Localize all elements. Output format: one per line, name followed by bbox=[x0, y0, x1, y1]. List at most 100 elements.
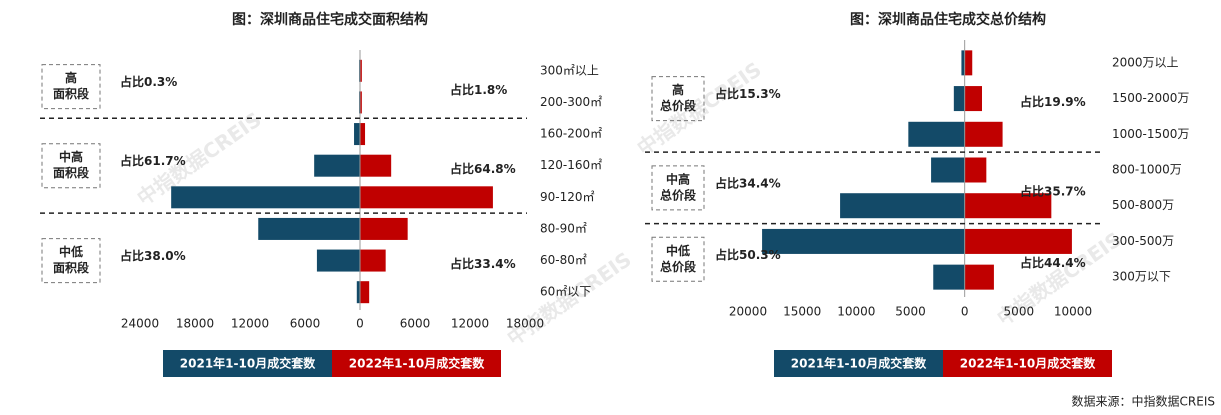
bar bbox=[762, 228, 965, 254]
bar bbox=[360, 154, 392, 177]
bar bbox=[964, 157, 987, 183]
chart-title: 图：深圳商品住宅成交总价结构 bbox=[850, 11, 1046, 28]
group-label: 面积段 bbox=[53, 165, 90, 180]
category-label: 300万以下 bbox=[1112, 270, 1171, 284]
x-tick-label: 6000 bbox=[290, 317, 321, 331]
group-label: 总价段 bbox=[660, 98, 697, 113]
share-label: 占比34.4% bbox=[715, 175, 781, 190]
group-label: 中低 bbox=[666, 243, 690, 258]
bar bbox=[964, 86, 982, 112]
category-label: 300-500万 bbox=[1112, 234, 1174, 248]
category-label: 800-1000万 bbox=[1112, 163, 1182, 177]
x-tick-label: 18000 bbox=[506, 317, 544, 331]
group-box bbox=[651, 236, 705, 282]
category-label: 120-160㎡ bbox=[540, 158, 602, 172]
category-label: 2000万以上 bbox=[1112, 55, 1179, 69]
category-label: 200-300㎡ bbox=[540, 95, 602, 109]
x-tick-label: 20000 bbox=[729, 305, 767, 319]
bar bbox=[356, 281, 360, 304]
x-tick-label: 6000 bbox=[400, 317, 431, 331]
x-tick-label: 24000 bbox=[121, 317, 159, 331]
x-tick-label: 12000 bbox=[451, 317, 489, 331]
category-label: 60㎡以下 bbox=[540, 285, 591, 299]
bar bbox=[840, 193, 965, 219]
x-tick-label: 10000 bbox=[837, 305, 875, 319]
group-label: 面积段 bbox=[53, 86, 90, 101]
bar bbox=[908, 121, 965, 147]
bar bbox=[258, 217, 360, 240]
bar bbox=[961, 50, 965, 76]
bar bbox=[316, 249, 360, 272]
category-label: 60-80㎡ bbox=[540, 253, 587, 267]
group-label: 中高 bbox=[666, 171, 690, 186]
x-tick-label: 0 bbox=[961, 305, 969, 319]
legend-label: 2022年1-10月成交套数 bbox=[960, 356, 1096, 371]
bar bbox=[360, 186, 493, 209]
group-label: 总价段 bbox=[660, 259, 697, 274]
bar bbox=[171, 186, 360, 209]
category-label: 80-90㎡ bbox=[540, 221, 587, 235]
category-label: 1000-1500万 bbox=[1112, 127, 1189, 141]
x-tick-label: 18000 bbox=[176, 317, 214, 331]
group-box bbox=[651, 165, 705, 211]
x-tick-label: 12000 bbox=[231, 317, 269, 331]
bar bbox=[360, 281, 370, 304]
bar bbox=[360, 59, 362, 82]
category-label: 1500-2000万 bbox=[1112, 91, 1189, 105]
bar bbox=[933, 264, 965, 290]
source: 数据来源：中指数据CREIS bbox=[1072, 394, 1215, 409]
share-label: 占比44.4% bbox=[1020, 255, 1086, 270]
bar bbox=[360, 123, 366, 146]
x-tick-label: 5000 bbox=[895, 305, 926, 319]
group-label: 总价段 bbox=[660, 187, 697, 202]
group-label: 高 bbox=[65, 70, 77, 85]
category-label: 300㎡以上 bbox=[540, 63, 599, 77]
legend-swatch bbox=[943, 350, 1112, 377]
share-label: 占比19.9% bbox=[1020, 94, 1086, 109]
group-box bbox=[41, 238, 101, 284]
group-box bbox=[651, 76, 705, 122]
legend-label: 2022年1-10月成交套数 bbox=[349, 356, 485, 371]
share-label: 占比35.7% bbox=[1020, 183, 1086, 198]
x-tick-label: 0 bbox=[356, 317, 364, 331]
legend-swatch bbox=[163, 350, 332, 377]
share-label: 占比50.3% bbox=[715, 247, 781, 262]
bar bbox=[964, 50, 973, 76]
legend-swatch bbox=[332, 350, 501, 377]
share-label: 占比64.8% bbox=[450, 161, 516, 176]
bar bbox=[360, 217, 408, 240]
bar bbox=[964, 228, 1072, 254]
share-label: 占比38.0% bbox=[120, 248, 186, 263]
group-label: 中低 bbox=[59, 244, 83, 259]
bar bbox=[964, 121, 1003, 147]
bar bbox=[354, 123, 360, 146]
legend-label: 2021年1-10月成交套数 bbox=[791, 356, 927, 371]
share-label: 占比0.3% bbox=[120, 74, 177, 89]
x-tick-label: 15000 bbox=[783, 305, 821, 319]
legend-swatch bbox=[774, 350, 943, 377]
share-label: 占比33.4% bbox=[450, 256, 516, 271]
share-label: 占比1.8% bbox=[450, 82, 507, 97]
x-tick-label: 5000 bbox=[1004, 305, 1035, 319]
group-box bbox=[41, 64, 101, 110]
group-label: 高 bbox=[672, 82, 684, 97]
x-tick-label: 10000 bbox=[1054, 305, 1092, 319]
bar bbox=[953, 86, 965, 112]
bar bbox=[360, 91, 362, 114]
group-label: 中高 bbox=[59, 149, 83, 164]
group-label: 面积段 bbox=[53, 260, 90, 275]
bar bbox=[314, 154, 360, 177]
share-label: 占比15.3% bbox=[715, 86, 781, 101]
bar bbox=[360, 249, 386, 272]
category-label: 90-120㎡ bbox=[540, 190, 595, 204]
legend-label: 2021年1-10月成交套数 bbox=[180, 356, 316, 371]
category-label: 160-200㎡ bbox=[540, 127, 602, 141]
bar bbox=[964, 264, 994, 290]
category-label: 500-800万 bbox=[1112, 198, 1174, 212]
chart-title: 图：深圳商品住宅成交面积结构 bbox=[232, 11, 428, 28]
bar bbox=[931, 157, 965, 183]
group-box bbox=[41, 143, 101, 189]
share-label: 占比61.7% bbox=[120, 153, 186, 168]
bar bbox=[964, 193, 1052, 219]
